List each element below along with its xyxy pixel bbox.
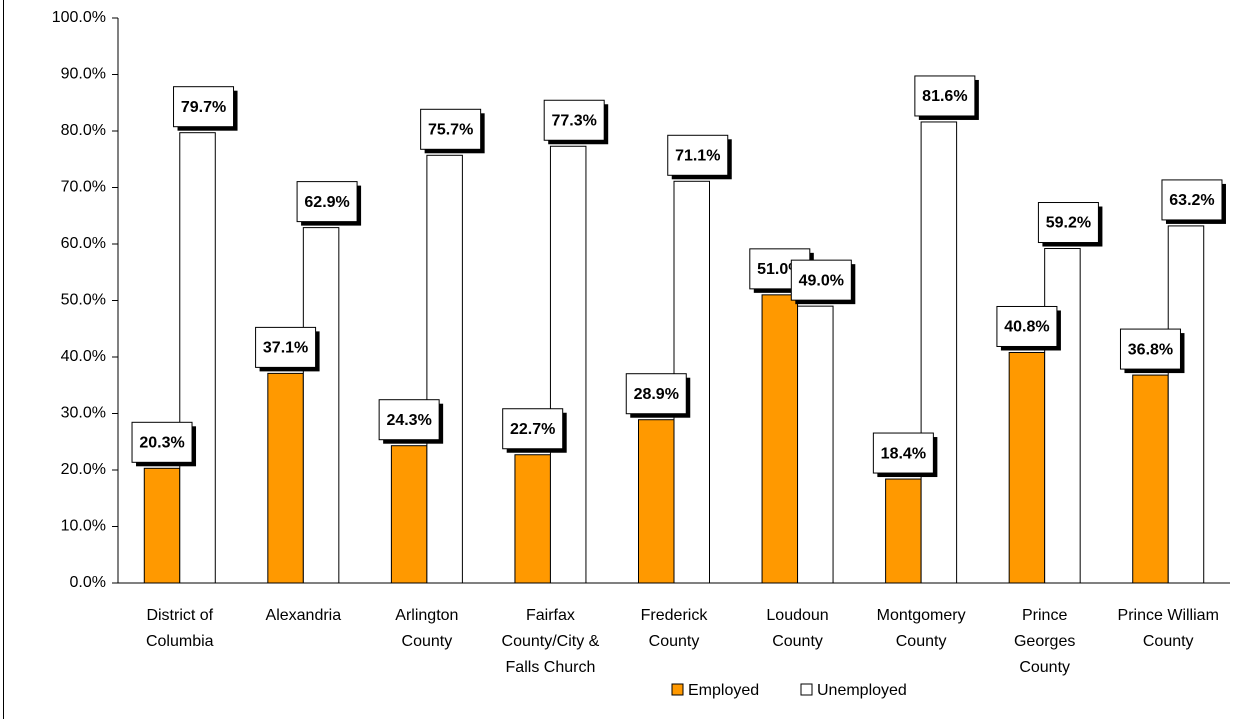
label-box: [1161, 179, 1223, 221]
bar: [426, 154, 463, 584]
y-tick-label: 60.0%: [61, 235, 106, 252]
label-box: [1119, 328, 1181, 370]
y-tick-label: 20.0%: [61, 461, 106, 478]
bar: [1044, 248, 1081, 584]
label-box: [790, 259, 852, 301]
x-tick-label: Arlington County: [395, 607, 458, 650]
y-tick-label: 30.0%: [61, 405, 106, 422]
label-box: [378, 399, 440, 441]
value-label: 62.9%: [304, 194, 349, 211]
bar: [267, 372, 304, 584]
value-label: 59.2%: [1046, 215, 1091, 232]
x-tick-label: Frederick County: [641, 607, 709, 650]
bar: [1008, 351, 1046, 584]
label-box: [872, 432, 934, 474]
label-box: [914, 75, 976, 117]
label-box: [996, 305, 1058, 347]
bar: [143, 467, 181, 584]
x-tick-label: District of Columbia: [146, 607, 214, 650]
x-tick-label: Fairfax County/City & Falls Church: [502, 607, 600, 676]
label-box: [420, 108, 482, 150]
bar: [549, 145, 587, 584]
label-box: [625, 373, 687, 415]
y-tick-label: 90.0%: [61, 66, 106, 83]
bar: [920, 121, 958, 584]
bar: [638, 419, 675, 584]
value-label: 49.0%: [799, 272, 844, 289]
legend-label: Unemployed: [817, 682, 907, 699]
bar: [797, 305, 834, 584]
legend-swatch: [671, 683, 684, 696]
value-label: 22.7%: [510, 421, 555, 438]
y-tick-label: 50.0%: [61, 292, 106, 309]
label-box: [543, 99, 605, 141]
x-tick-label: Montgomery County: [877, 607, 966, 650]
value-label: 24.3%: [386, 412, 431, 429]
x-tick-label: Prince Georges County: [1014, 607, 1075, 676]
bar: [390, 445, 428, 584]
y-tick-label: 100.0%: [52, 9, 106, 26]
label-box: [131, 421, 193, 463]
value-label: 71.1%: [675, 148, 720, 165]
value-label: 36.8%: [1128, 341, 1173, 358]
label-box: [173, 86, 235, 128]
x-tick-label: Loudoun County: [766, 607, 828, 650]
value-label: 37.1%: [263, 340, 308, 357]
label-box: [255, 326, 317, 368]
value-label: 79.7%: [181, 99, 226, 116]
y-tick-label: 10.0%: [61, 518, 106, 535]
bar: [761, 294, 799, 584]
bar: [1167, 225, 1205, 584]
y-tick-label: 0.0%: [70, 574, 106, 591]
y-tick-label: 40.0%: [61, 348, 106, 365]
bar: [885, 478, 922, 584]
value-label: 40.8%: [1004, 319, 1049, 336]
value-label: 20.3%: [139, 435, 184, 452]
value-label: 77.3%: [552, 112, 597, 129]
legend-label: Employed: [688, 682, 759, 699]
bar: [1132, 374, 1169, 584]
value-label: 18.4%: [881, 445, 926, 462]
value-label: 63.2%: [1169, 192, 1214, 209]
bar: [514, 454, 551, 584]
y-tick-label: 80.0%: [61, 122, 106, 139]
x-tick-label: Prince William County: [1118, 607, 1219, 650]
value-label: 81.6%: [922, 88, 967, 105]
bar: [302, 227, 340, 584]
legend-swatch: [800, 683, 813, 696]
label-box: [1037, 202, 1099, 244]
bar: [179, 132, 216, 584]
x-tick-label: Alexandria: [266, 607, 342, 624]
label-box: [502, 408, 564, 450]
value-label: 75.7%: [428, 122, 473, 139]
label-box: [296, 181, 358, 223]
y-tick-label: 70.0%: [61, 179, 106, 196]
label-box: [667, 134, 729, 176]
value-label: 28.9%: [634, 386, 679, 403]
